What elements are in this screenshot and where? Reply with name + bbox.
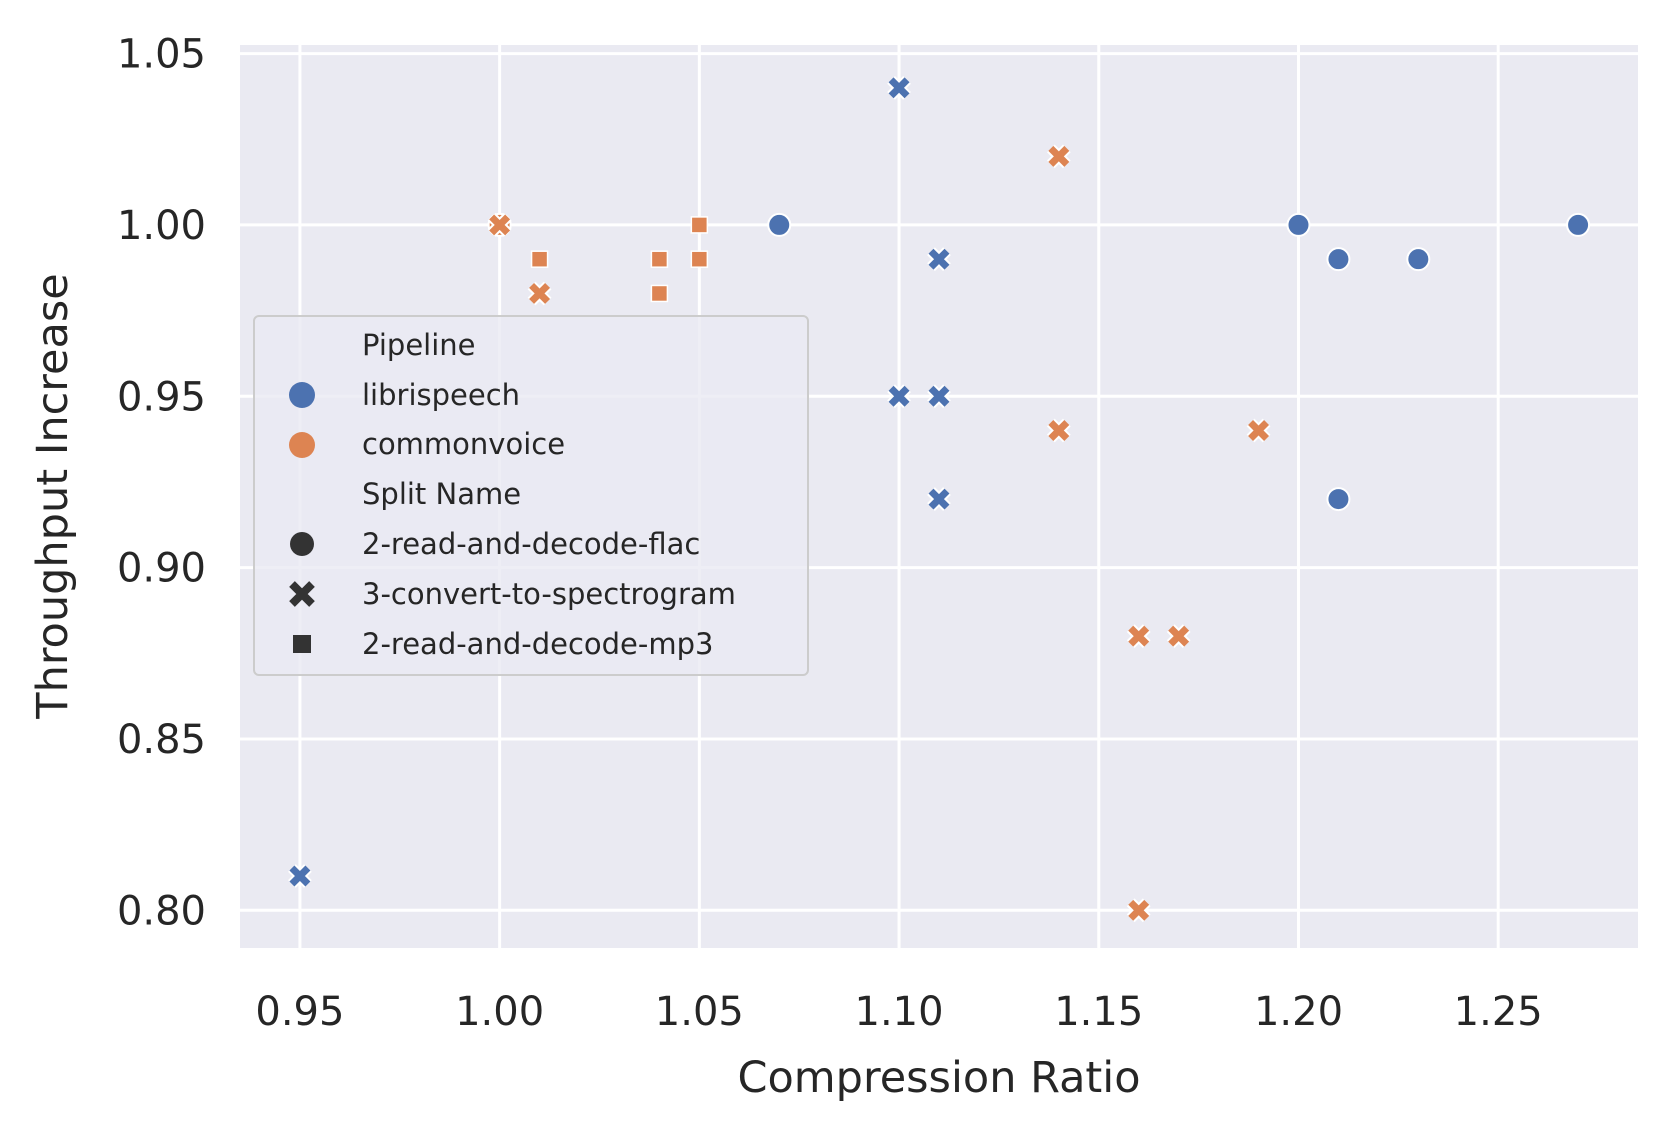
data-point-librispeech bbox=[1326, 247, 1351, 272]
data-point-commonvoice bbox=[1126, 624, 1151, 649]
legend: Pipeline librispeech commonvoice Split N… bbox=[253, 315, 809, 676]
data-point-librispeech bbox=[1286, 212, 1311, 237]
data-point-librispeech bbox=[927, 487, 951, 511]
data-point-commonvoice bbox=[690, 250, 709, 268]
x-tick-label: 1.25 bbox=[1454, 989, 1543, 1035]
data-point-librispeech bbox=[887, 384, 911, 409]
data-point-commonvoice bbox=[527, 281, 552, 306]
y-tick-label: 1.00 bbox=[117, 203, 206, 249]
legend-title-pipeline: Pipeline bbox=[362, 328, 476, 362]
x-tick-label: 1.00 bbox=[455, 989, 544, 1035]
x-tick-label: 1.20 bbox=[1254, 989, 1343, 1035]
legend-box bbox=[253, 315, 809, 676]
data-point-commonvoice bbox=[1166, 624, 1191, 649]
legend-label-spectrogram: 3-convert-to-spectrogram bbox=[362, 577, 736, 611]
data-point-commonvoice bbox=[530, 250, 549, 268]
y-tick-label: 0.85 bbox=[117, 717, 206, 763]
x-tick-label: 1.15 bbox=[1054, 989, 1143, 1035]
data-point-librispeech bbox=[1326, 487, 1351, 512]
data-point-librispeech bbox=[927, 384, 951, 409]
legend-marker-x bbox=[289, 581, 315, 607]
y-axis-label: Throughput Increase bbox=[28, 273, 78, 719]
y-tick-label: 0.95 bbox=[117, 374, 206, 420]
data-point-librispeech bbox=[767, 212, 792, 237]
data-points bbox=[288, 75, 1591, 923]
data-point-commonvoice bbox=[650, 250, 669, 268]
data-point-librispeech bbox=[1406, 247, 1431, 272]
y-tick-label: 0.80 bbox=[117, 888, 206, 934]
data-point-librispeech bbox=[1566, 212, 1591, 237]
legend-label-mp3: 2-read-and-decode-mp3 bbox=[362, 627, 713, 661]
legend-marker-circle bbox=[290, 532, 314, 556]
data-point-librispeech bbox=[887, 75, 911, 100]
y-axis-ticks: 0.80 0.85 0.90 0.95 1.00 1.05 bbox=[117, 32, 206, 935]
legend-label-flac: 2-read-and-decode-flac bbox=[362, 527, 700, 561]
legend-marker-square bbox=[293, 635, 311, 653]
data-point-librispeech bbox=[927, 247, 951, 272]
x-tick-label: 0.95 bbox=[255, 989, 344, 1035]
data-point-commonvoice bbox=[1246, 418, 1271, 443]
y-tick-label: 1.05 bbox=[117, 32, 206, 78]
legend-label-commonvoice: commonvoice bbox=[362, 427, 565, 461]
x-axis-label: Compression Ratio bbox=[737, 1053, 1140, 1103]
data-point-commonvoice bbox=[1126, 898, 1151, 923]
legend-marker-librispeech bbox=[289, 382, 315, 408]
data-point-commonvoice bbox=[487, 213, 512, 237]
data-point-librispeech bbox=[288, 864, 312, 888]
legend-title-split-name: Split Name bbox=[362, 477, 521, 511]
legend-label-librispeech: librispeech bbox=[362, 378, 520, 412]
x-tick-label: 1.05 bbox=[655, 989, 744, 1035]
data-point-commonvoice bbox=[1046, 144, 1071, 169]
data-point-commonvoice bbox=[650, 284, 669, 303]
x-tick-label: 1.10 bbox=[855, 989, 944, 1035]
data-point-commonvoice bbox=[1046, 418, 1071, 443]
y-tick-label: 0.90 bbox=[117, 546, 206, 592]
data-point-commonvoice bbox=[690, 216, 709, 234]
legend-marker-commonvoice bbox=[289, 432, 315, 458]
x-axis-ticks: 0.95 1.00 1.05 1.10 1.15 1.20 1.25 bbox=[255, 989, 1542, 1035]
